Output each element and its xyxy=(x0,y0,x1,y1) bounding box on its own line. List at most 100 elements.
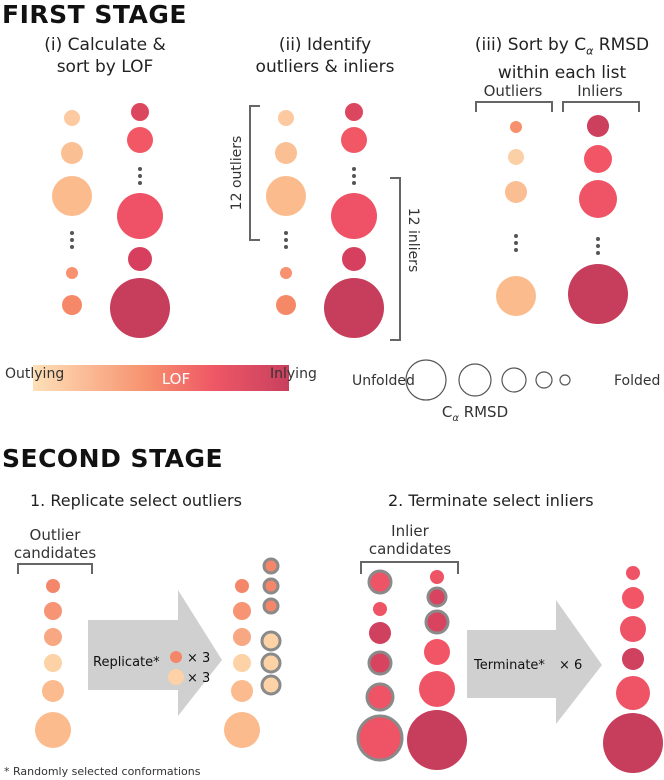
inliers-bracket xyxy=(390,177,401,341)
terminated-circle xyxy=(426,586,448,608)
terminate-step-title: 2. Terminate select inliers xyxy=(388,491,594,510)
replicated-outliers-column xyxy=(224,557,282,748)
conformation-circle xyxy=(224,712,260,748)
ellipsis-dot xyxy=(284,231,288,235)
outlier-candidates-bracket xyxy=(17,563,93,574)
conformation-circle xyxy=(505,181,527,203)
ellipsis-dot xyxy=(596,244,600,248)
ellipsis-dot xyxy=(70,238,74,242)
replicate-label: Replicate* xyxy=(93,655,160,670)
outlier-candidates-line2: candidates xyxy=(13,544,97,562)
conformation-circle xyxy=(508,149,524,165)
conformation-circle xyxy=(44,628,62,646)
step1-title: (i) Calculate & sort by LOF xyxy=(20,34,190,78)
rmsd-legend-circle xyxy=(458,363,492,397)
conformation-circle xyxy=(510,121,522,133)
inlier-candidates-line2: candidates xyxy=(368,540,452,558)
inlier-candidates-line1: Inlier xyxy=(391,522,429,540)
inlier-candidates-bracket xyxy=(360,561,459,574)
outlying-label: Outlying xyxy=(5,366,64,382)
rmsd-legend-circle xyxy=(535,371,553,389)
ellipsis-dot xyxy=(514,248,518,252)
terminated-circle xyxy=(356,714,404,762)
conformation-circle xyxy=(331,193,377,239)
conformation-circle xyxy=(342,247,366,271)
terminated-circle xyxy=(365,682,395,712)
step3-title-line2: within each list xyxy=(497,63,627,84)
lof-label: LOF xyxy=(162,370,190,388)
conformation-circle xyxy=(584,145,612,173)
conformation-circle xyxy=(44,602,62,620)
conformation-circle xyxy=(46,579,60,593)
conformation-circle xyxy=(407,710,467,770)
conformation-circle xyxy=(373,602,387,616)
conformation-circle xyxy=(324,278,384,338)
conformation-circle xyxy=(603,713,663,773)
terminated-circle xyxy=(367,650,393,676)
ellipsis-dot xyxy=(284,238,288,242)
times6: × 6 xyxy=(559,658,582,673)
conformation-circle xyxy=(233,654,251,672)
outliers-bracket xyxy=(249,105,260,241)
ellipsis-dot xyxy=(514,234,518,238)
replicate-step-title: 1. Replicate select outliers xyxy=(30,491,242,510)
conformation-circle xyxy=(626,566,640,580)
replicate-arrow xyxy=(88,590,222,716)
conformation-circle xyxy=(110,278,170,338)
times3-b: × 3 xyxy=(187,671,210,686)
conformation-circle xyxy=(128,247,152,271)
step3-outlier-column xyxy=(496,121,536,316)
replicated-circle xyxy=(262,557,280,575)
conformation-circle xyxy=(233,602,251,620)
conformation-circle xyxy=(430,570,444,584)
outlier-candidates-column xyxy=(35,579,71,748)
step1-title-line2: sort by LOF xyxy=(56,57,154,77)
outlier-candidates-label: Outlier candidates xyxy=(10,526,100,562)
conformation-circle xyxy=(622,587,644,609)
ellipsis-dot xyxy=(138,181,142,185)
conformation-circle xyxy=(620,616,646,642)
outliers-header-bracket xyxy=(475,101,553,112)
inlier-candidates-column-left xyxy=(356,569,404,762)
outliers-bracket-label: 12 outliers xyxy=(229,136,245,211)
conformation-circle xyxy=(231,680,253,702)
rmsd-legend-circle xyxy=(501,367,527,393)
conformation-circle xyxy=(278,110,294,126)
conformation-circle xyxy=(42,680,64,702)
unfolded-label: Unfolded xyxy=(352,373,415,389)
inlier-candidates-column-right xyxy=(407,570,467,770)
replicated-circle xyxy=(260,652,282,674)
step2-title-line1: (ii) Identify xyxy=(278,35,372,55)
conformation-circle xyxy=(424,639,450,665)
conformation-circle xyxy=(280,267,292,279)
step1-outlier-column xyxy=(52,110,92,315)
inlier-candidates-label: Inlier candidates xyxy=(360,522,460,558)
ellipsis-dot xyxy=(70,245,74,249)
step3-inlier-column xyxy=(568,115,628,324)
terminate-arrow xyxy=(467,600,602,724)
outliers-header: Outliers xyxy=(484,82,543,100)
step1-inlier-column xyxy=(110,103,170,338)
rmsd-legend-label: Cα RMSD xyxy=(442,403,508,424)
conformation-circle xyxy=(369,622,391,644)
conformation-circle xyxy=(341,127,367,153)
inliers-bracket-label: 12 inliers xyxy=(405,208,421,272)
conformation-circle xyxy=(276,295,296,315)
ellipsis-dot xyxy=(596,237,600,241)
conformation-circle xyxy=(35,712,71,748)
conformation-circle xyxy=(127,127,153,153)
remaining-inliers-column xyxy=(603,566,663,773)
replicated-circle xyxy=(260,674,282,696)
conformation-circle xyxy=(587,115,609,137)
conformation-circle xyxy=(345,103,363,121)
conformation-circle xyxy=(44,654,62,672)
conformation-circle xyxy=(622,648,644,670)
footnote: * Randomly selected conformations xyxy=(4,765,201,778)
step3-title: (iii) Sort by Cα RMSD within each list xyxy=(462,34,662,84)
lof-gradient-bar xyxy=(33,365,289,391)
first-stage-title: FIRST STAGE xyxy=(2,0,187,29)
conformation-circle xyxy=(52,176,92,216)
conformation-circle xyxy=(66,267,78,279)
second-stage-title: SECOND STAGE xyxy=(2,444,224,473)
